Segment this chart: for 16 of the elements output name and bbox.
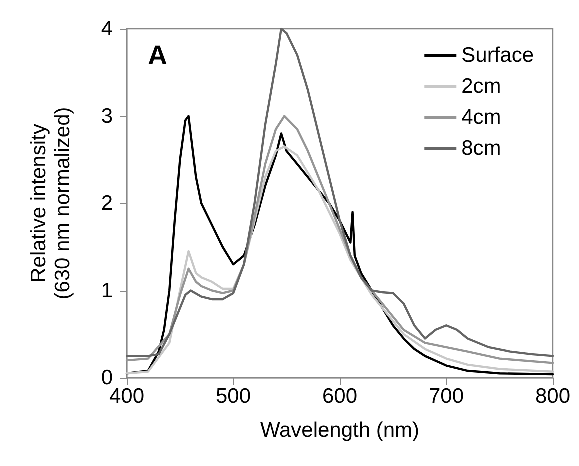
legend-label: Surface — [462, 44, 534, 67]
y-tick-label: 4 — [101, 18, 114, 40]
legend-label: 2cm — [462, 75, 502, 98]
line-series — [126, 28, 554, 358]
x-tick-label: 600 — [322, 385, 358, 408]
x-tick-label: 800 — [535, 385, 571, 408]
legend-label: 8cm — [462, 137, 502, 160]
x-axis-title: Wavelength (nm) — [260, 419, 420, 442]
y-tick-label: 1 — [101, 279, 113, 302]
y-tick-label: 3 — [101, 104, 113, 128]
x-tick-label: 500 — [216, 385, 252, 408]
x-tick-label: 700 — [428, 385, 464, 408]
y-tick-label: 2 — [101, 192, 113, 215]
annotation: A — [148, 40, 168, 70]
y-axis-title: Relative intensity (630 nm normalized) — [28, 107, 74, 300]
legend-label: 4cm — [462, 106, 502, 129]
